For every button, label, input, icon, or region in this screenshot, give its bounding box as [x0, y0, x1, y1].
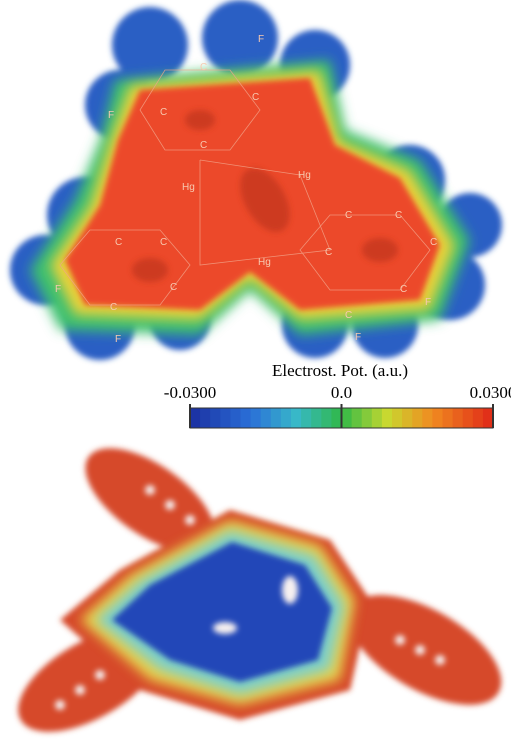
colorbar-segment: [483, 408, 494, 428]
colorbar-label: Electrost. Pot. (a.u.): [272, 361, 408, 380]
atom-label: C: [400, 284, 407, 295]
atom-label: Hg: [182, 182, 195, 193]
atom-label: C: [345, 310, 352, 321]
atom-label: C: [200, 62, 207, 73]
colorbar-segment: [342, 408, 353, 428]
atom-label: C: [325, 247, 332, 258]
atom-label: C: [170, 282, 177, 293]
atom-label: C: [395, 210, 402, 221]
atom-label: C: [252, 92, 259, 103]
atom-label: C: [110, 302, 117, 313]
atom-label: C: [160, 237, 167, 248]
atom-label: F: [355, 332, 361, 343]
colorbar-segment: [453, 408, 464, 428]
atom-label: F: [115, 334, 121, 345]
bottom-potential-map: [2, 428, 511, 750]
colorbar-segment: [382, 408, 393, 428]
atom-label: F: [55, 284, 61, 295]
colorbar-tick-label: -0.0300: [164, 383, 216, 402]
atom-label: F: [108, 110, 114, 121]
colorbar-segment: [271, 408, 282, 428]
colorbar-segment: [291, 408, 302, 428]
atom-label: F: [425, 297, 431, 308]
colorbar-segment: [331, 408, 342, 428]
colorbar-segment: [352, 408, 363, 428]
colorbar-segment: [402, 408, 413, 428]
colorbar-segment: [301, 408, 312, 428]
colorbar-segment: [362, 408, 373, 428]
colorbar-segment: [251, 408, 262, 428]
colorbar: -0.0300 0.0 0.0300: [164, 383, 511, 428]
colorbar-segment: [443, 408, 454, 428]
colorbar-segment: [392, 408, 403, 428]
atom-label: C: [345, 210, 352, 221]
atom-label: C: [200, 140, 207, 151]
atom-label: Hg: [298, 170, 311, 181]
colorbar-segment: [422, 408, 433, 428]
colorbar-segment: [281, 408, 292, 428]
figure: F C C F C C Hg Hg C C C C C C Hg C C F F…: [0, 0, 511, 750]
colorbar-segment: [412, 408, 423, 428]
colorbar-segment: [261, 408, 272, 428]
colorbar-segment: [230, 408, 241, 428]
atom-label: F: [258, 34, 264, 45]
colorbar-segment: [220, 408, 231, 428]
colorbar-tick-label: 0.0300: [470, 383, 511, 402]
colorbar-segment: [241, 408, 252, 428]
top-potential-map: F C C F C C Hg Hg C C C C C C Hg C C F F…: [10, 0, 502, 360]
colorbar-segment: [200, 408, 211, 428]
atom-label: C: [160, 107, 167, 118]
colorbar-tick-label: 0.0: [331, 383, 352, 402]
atom-label: C: [430, 237, 437, 248]
colorbar-segment: [190, 408, 201, 428]
colorbar-segment: [372, 408, 383, 428]
colorbar-segment: [463, 408, 474, 428]
colorbar-segment: [321, 408, 332, 428]
colorbar-segment: [311, 408, 322, 428]
atom-label: Hg: [258, 257, 271, 268]
atom-label: C: [115, 237, 122, 248]
colorbar-segment: [210, 408, 221, 428]
colorbar-segment: [432, 408, 443, 428]
colorbar-segment: [473, 408, 484, 428]
